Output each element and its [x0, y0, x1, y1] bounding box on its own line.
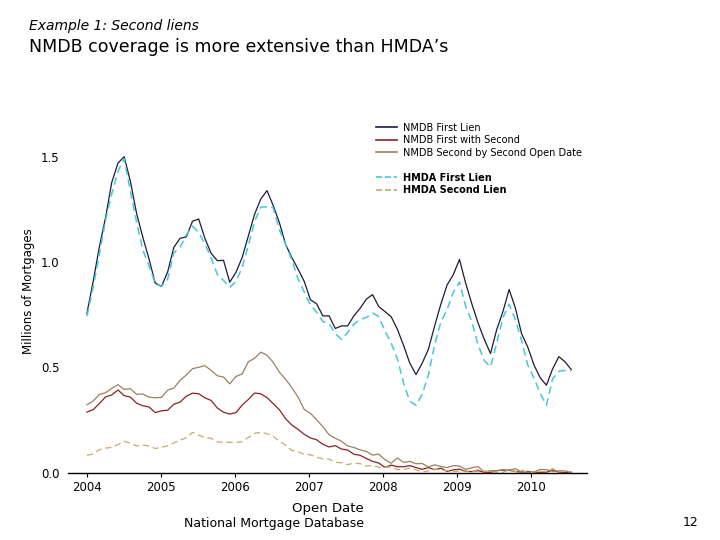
X-axis label: Open Date: Open Date: [292, 502, 364, 515]
Text: 12: 12: [683, 516, 698, 530]
Text: NMDB coverage is more extensive than HMDA’s: NMDB coverage is more extensive than HMD…: [29, 38, 448, 56]
Text: National Mortgage Database: National Mortgage Database: [184, 516, 364, 530]
Y-axis label: Millions of Mortgages: Millions of Mortgages: [22, 229, 35, 354]
Text: Example 1: Second liens: Example 1: Second liens: [29, 19, 199, 33]
Legend: NMDB First Lien, NMDB First with Second, NMDB Second by Second Open Date, , HMDA: NMDB First Lien, NMDB First with Second,…: [376, 123, 582, 195]
